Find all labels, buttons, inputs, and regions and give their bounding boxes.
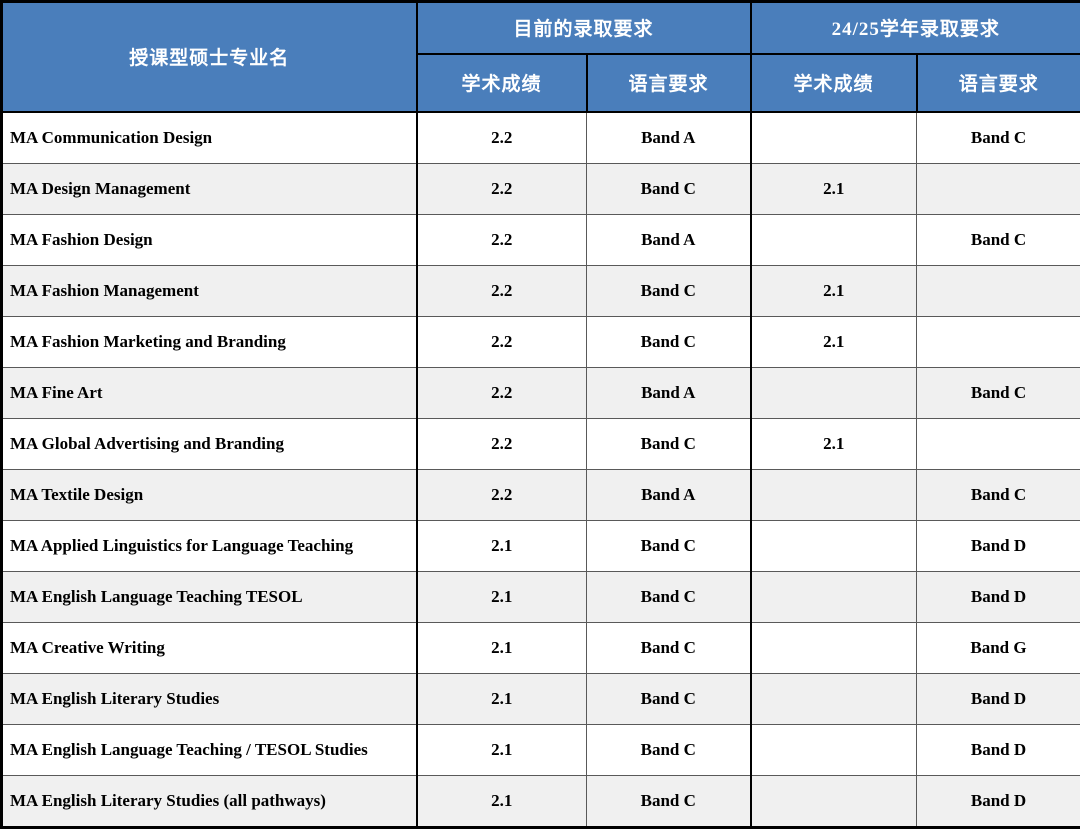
current-academic-cell: 2.1 <box>417 775 587 827</box>
current-language-cell: Band C <box>587 418 751 469</box>
table-row: MA Applied Linguistics for Language Teac… <box>2 520 1080 571</box>
year-2425-academic-cell: 2.1 <box>751 163 917 214</box>
current-language-cell: Band C <box>587 265 751 316</box>
table-row: MA Fashion Design 2.2 Band A Band C <box>2 214 1080 265</box>
program-name-cell: MA Applied Linguistics for Language Teac… <box>2 520 417 571</box>
program-name-cell: MA Fashion Marketing and Branding <box>2 316 417 367</box>
current-academic-cell: 2.1 <box>417 622 587 673</box>
year-2425-academic-cell <box>751 469 917 520</box>
year-2425-language-header: 语言要求 <box>917 54 1080 112</box>
year-2425-language-cell: Band D <box>917 724 1080 775</box>
current-language-cell: Band C <box>587 571 751 622</box>
current-academic-cell: 2.2 <box>417 214 587 265</box>
program-name-cell: MA Fine Art <box>2 367 417 418</box>
year-2425-academic-cell <box>751 673 917 724</box>
year-2425-academic-cell <box>751 520 917 571</box>
current-language-cell: Band A <box>587 214 751 265</box>
current-academic-cell: 2.1 <box>417 520 587 571</box>
year-2425-language-cell: Band D <box>917 571 1080 622</box>
current-academic-cell: 2.2 <box>417 163 587 214</box>
current-academic-cell: 2.2 <box>417 112 587 164</box>
table-row: MA Communication Design 2.2 Band A Band … <box>2 112 1080 164</box>
current-language-cell: Band A <box>587 112 751 164</box>
current-language-cell: Band C <box>587 622 751 673</box>
year-2425-academic-cell <box>751 112 917 164</box>
program-name-cell: MA Communication Design <box>2 112 417 164</box>
program-name-cell: MA Fashion Management <box>2 265 417 316</box>
admission-requirements-table: 授课型硕士专业名 目前的录取要求 24/25学年录取要求 学术成绩 语言要求 学… <box>0 0 1080 795</box>
year-2425-academic-cell: 2.1 <box>751 418 917 469</box>
year-2425-language-cell: Band D <box>917 520 1080 571</box>
program-name-cell: MA Creative Writing <box>2 622 417 673</box>
table-row: MA Design Management 2.2 Band C 2.1 <box>2 163 1080 214</box>
current-language-cell: Band A <box>587 367 751 418</box>
current-language-header: 语言要求 <box>587 54 751 112</box>
year-2425-academic-cell: 2.1 <box>751 316 917 367</box>
year-2425-academic-cell <box>751 622 917 673</box>
program-name-cell: MA Design Management <box>2 163 417 214</box>
year-2425-language-cell: Band C <box>917 112 1080 164</box>
year-2425-language-cell: Band C <box>917 367 1080 418</box>
year-2425-language-cell <box>917 265 1080 316</box>
program-name-cell: MA Fashion Design <box>2 214 417 265</box>
year-2425-academic-cell <box>751 571 917 622</box>
year-2425-academic-cell <box>751 214 917 265</box>
year-2425-language-cell: Band D <box>917 775 1080 827</box>
table-row: MA Fashion Management 2.2 Band C 2.1 <box>2 265 1080 316</box>
current-academic-cell: 2.1 <box>417 673 587 724</box>
year-2425-academic-header: 学术成绩 <box>751 54 917 112</box>
table-row: MA English Literary Studies 2.1 Band C B… <box>2 673 1080 724</box>
current-language-cell: Band C <box>587 520 751 571</box>
current-language-cell: Band C <box>587 163 751 214</box>
current-requirements-group-header: 目前的录取要求 <box>417 2 751 54</box>
current-academic-header: 学术成绩 <box>417 54 587 112</box>
table-row: MA English Language Teaching / TESOL Stu… <box>2 724 1080 775</box>
table-row: MA English Language Teaching TESOL 2.1 B… <box>2 571 1080 622</box>
current-academic-cell: 2.2 <box>417 265 587 316</box>
table-row: MA English Literary Studies (all pathway… <box>2 775 1080 827</box>
program-name-cell: MA Textile Design <box>2 469 417 520</box>
program-name-cell: MA English Language Teaching / TESOL Stu… <box>2 724 417 775</box>
year-2425-academic-cell: 2.1 <box>751 265 917 316</box>
year-2425-language-cell: Band C <box>917 469 1080 520</box>
year-2425-language-cell: Band D <box>917 673 1080 724</box>
header-group-row: 授课型硕士专业名 目前的录取要求 24/25学年录取要求 <box>2 2 1080 54</box>
current-academic-cell: 2.2 <box>417 418 587 469</box>
year-2425-language-cell <box>917 418 1080 469</box>
current-academic-cell: 2.1 <box>417 571 587 622</box>
table-row: MA Creative Writing 2.1 Band C Band G <box>2 622 1080 673</box>
table-row: MA Fashion Marketing and Branding 2.2 Ba… <box>2 316 1080 367</box>
year-2425-requirements-group-header: 24/25学年录取要求 <box>751 2 1080 54</box>
program-name-cell: MA English Language Teaching TESOL <box>2 571 417 622</box>
table-row: MA Fine Art 2.2 Band A Band C <box>2 367 1080 418</box>
program-name-cell: MA English Literary Studies <box>2 673 417 724</box>
table-row: MA Global Advertising and Branding 2.2 B… <box>2 418 1080 469</box>
year-2425-language-cell: Band G <box>917 622 1080 673</box>
year-2425-academic-cell <box>751 724 917 775</box>
current-language-cell: Band C <box>587 724 751 775</box>
current-academic-cell: 2.2 <box>417 469 587 520</box>
current-academic-cell: 2.2 <box>417 367 587 418</box>
year-2425-academic-cell <box>751 367 917 418</box>
current-language-cell: Band A <box>587 469 751 520</box>
table-row: MA Textile Design 2.2 Band A Band C <box>2 469 1080 520</box>
program-column-header: 授课型硕士专业名 <box>2 2 417 112</box>
current-language-cell: Band C <box>587 775 751 827</box>
year-2425-academic-cell <box>751 775 917 827</box>
year-2425-language-cell: Band C <box>917 214 1080 265</box>
program-name-cell: MA Global Advertising and Branding <box>2 418 417 469</box>
current-academic-cell: 2.1 <box>417 724 587 775</box>
current-language-cell: Band C <box>587 673 751 724</box>
current-language-cell: Band C <box>587 316 751 367</box>
program-name-cell: MA English Literary Studies (all pathway… <box>2 775 417 827</box>
year-2425-language-cell <box>917 163 1080 214</box>
year-2425-language-cell <box>917 316 1080 367</box>
current-academic-cell: 2.2 <box>417 316 587 367</box>
